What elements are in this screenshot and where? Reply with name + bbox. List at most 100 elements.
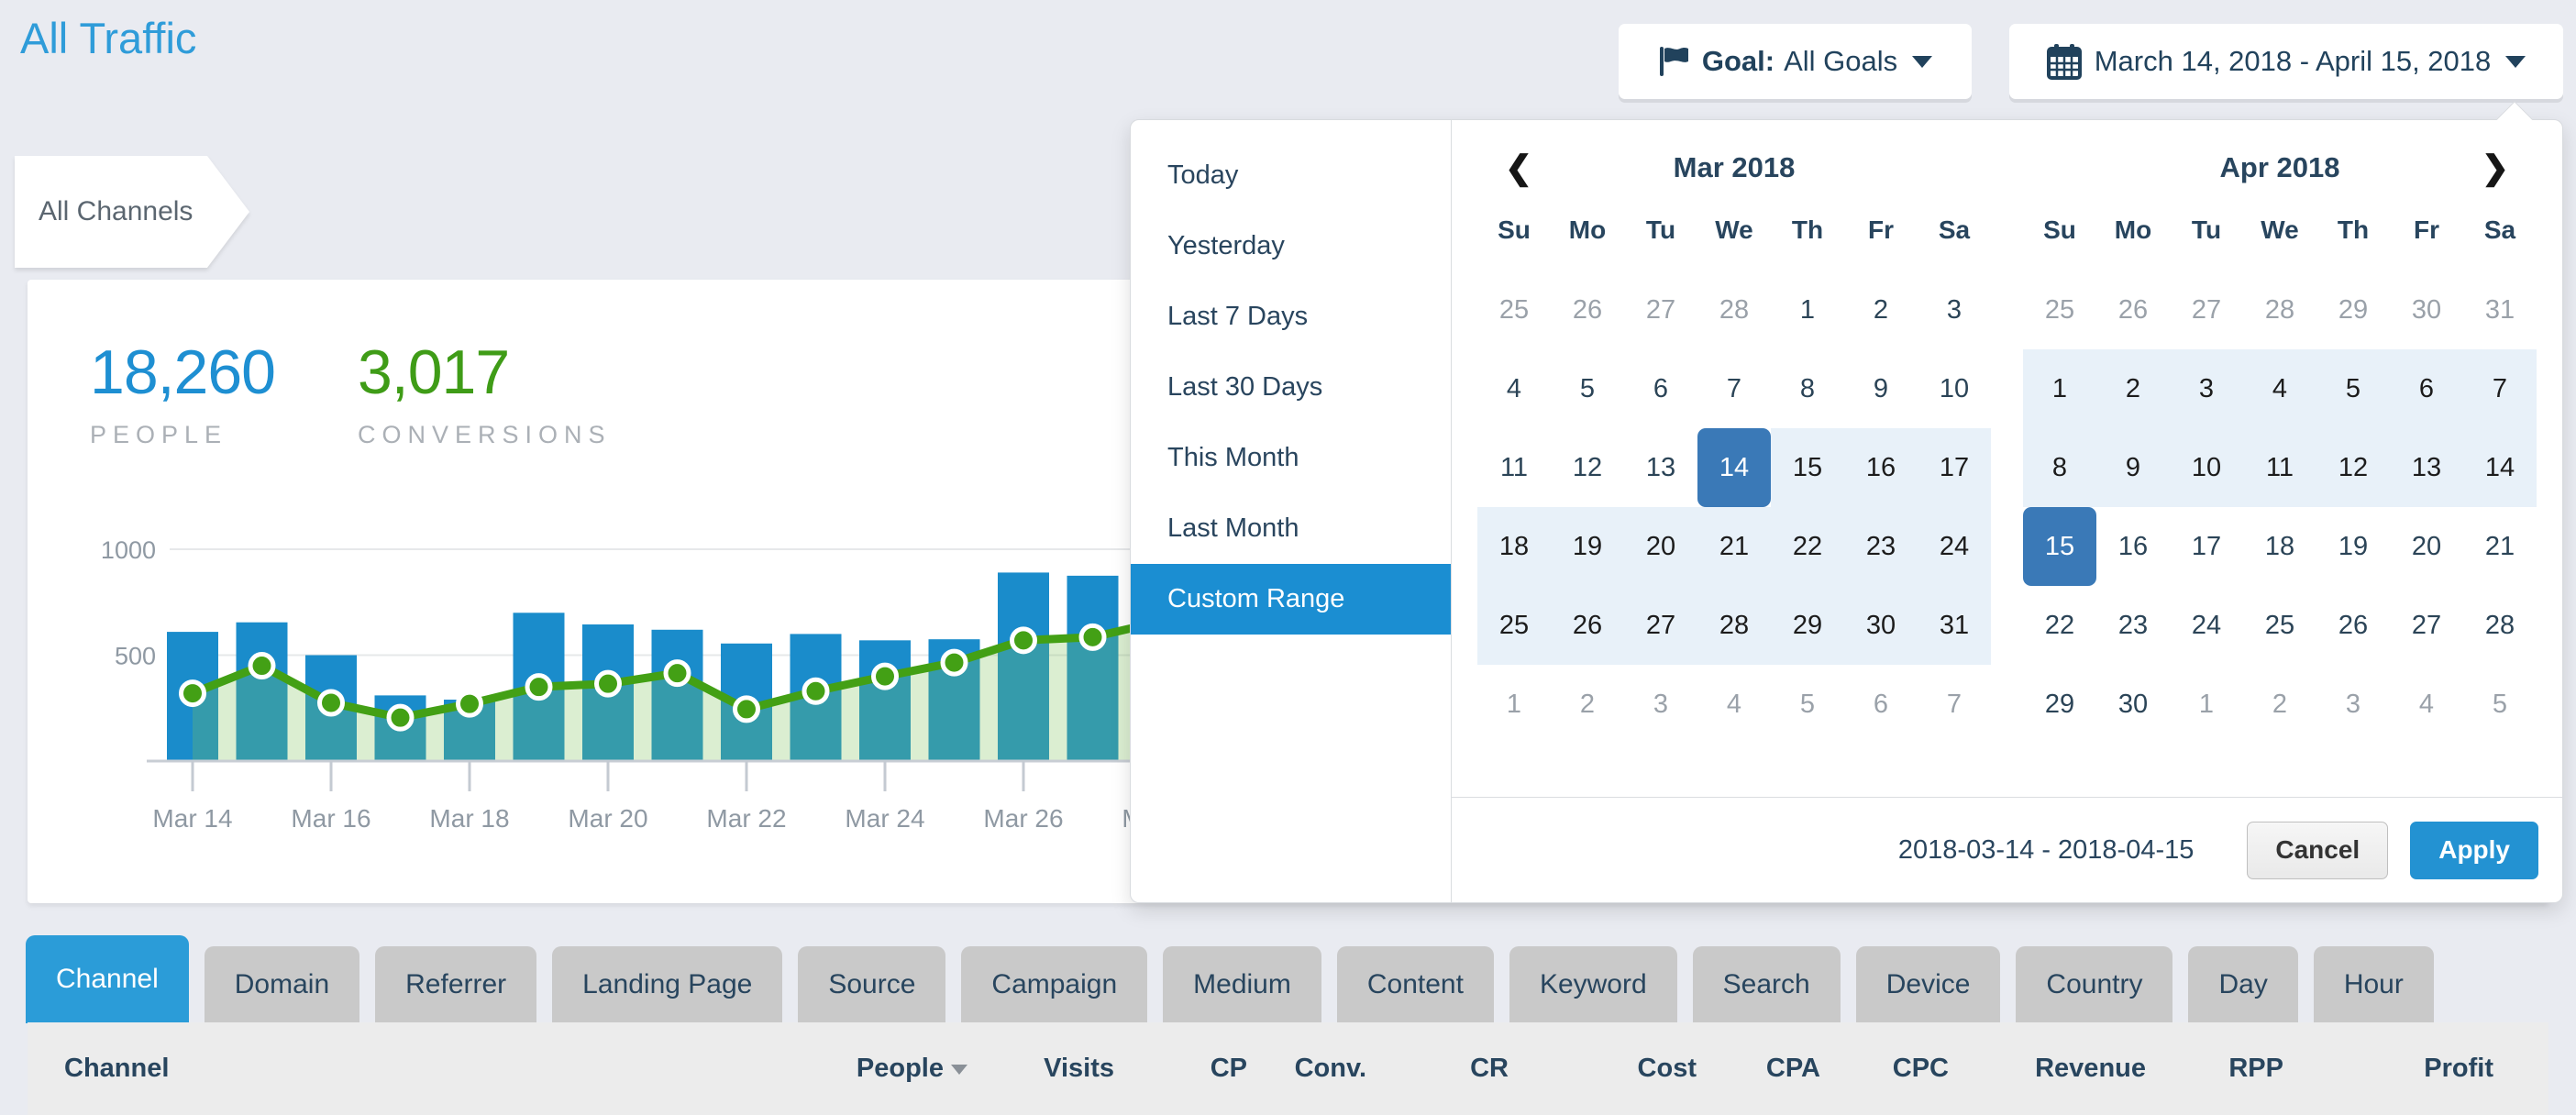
calendar-day[interactable]: 19 (1551, 507, 1624, 586)
calendar-day[interactable]: 25 (2264, 610, 2295, 640)
calendar-day[interactable]: 20 (1624, 507, 1697, 586)
calendar-day[interactable]: 31 (1918, 586, 1991, 665)
calendar-day[interactable]: 17 (1918, 428, 1991, 507)
calendar-day[interactable]: 22 (1771, 507, 1844, 586)
column-header-cr[interactable]: CR (1470, 1054, 1509, 1083)
calendar-day-selected[interactable]: 14 (1697, 428, 1771, 507)
calendar-day[interactable]: 5 (2316, 349, 2390, 428)
calendar-day[interactable]: 27 (1645, 294, 1676, 325)
column-header-cpa[interactable]: CPA (1765, 1054, 1820, 1083)
calendar-day[interactable]: 28 (2484, 610, 2515, 640)
calendar-day[interactable]: 3 (2345, 689, 2361, 719)
calendar-day[interactable]: 28 (2264, 294, 2295, 325)
calendar-day[interactable]: 9 (2096, 428, 2170, 507)
calendar-day[interactable]: 1 (2198, 689, 2215, 719)
calendar-day[interactable]: 24 (2191, 610, 2222, 640)
calendar-day[interactable]: 4 (1726, 689, 1742, 719)
calendar-day[interactable]: 11 (2243, 428, 2316, 507)
cancel-button[interactable]: Cancel (2247, 821, 2389, 879)
calendar-day[interactable]: 8 (1799, 373, 1816, 403)
calendar-day[interactable]: 27 (1624, 586, 1697, 665)
preset-this-month[interactable]: This Month (1167, 443, 1299, 472)
calendar-day[interactable]: 2 (1579, 689, 1596, 719)
tab-hour[interactable]: Hour (2313, 946, 2434, 1023)
calendar-day[interactable]: 11 (1499, 452, 1529, 482)
calendar-day[interactable]: 12 (2316, 428, 2390, 507)
tab-landing-page[interactable]: Landing Page (552, 946, 783, 1023)
calendar-day[interactable]: 26 (2117, 294, 2149, 325)
calendar-day[interactable]: 18 (1477, 507, 1551, 586)
preset-last-7-days[interactable]: Last 7 Days (1167, 302, 1309, 331)
calendar-day[interactable]: 30 (2411, 294, 2442, 325)
column-header-conv[interactable]: Conv. (1294, 1054, 1366, 1083)
calendar-day[interactable]: 6 (1653, 373, 1669, 403)
calendar-day[interactable]: 25 (1498, 294, 1530, 325)
column-header-visits[interactable]: Visits (1044, 1054, 1114, 1083)
calendar-day[interactable]: 5 (1799, 689, 1816, 719)
tab-source[interactable]: Source (798, 946, 946, 1023)
calendar-day[interactable]: 16 (2117, 531, 2149, 561)
calendar-day[interactable]: 7 (2463, 349, 2537, 428)
calendar-day[interactable]: 25 (1477, 586, 1551, 665)
calendar-day[interactable]: 1 (1799, 294, 1816, 325)
calendar-day[interactable]: 2 (2096, 349, 2170, 428)
calendar-day[interactable]: 19 (2338, 531, 2369, 561)
tab-medium[interactable]: Medium (1163, 946, 1321, 1023)
calendar-day[interactable]: 13 (1645, 452, 1676, 482)
calendar-day[interactable]: 5 (1579, 373, 1596, 403)
calendar-day[interactable]: 7 (1726, 373, 1742, 403)
calendar-day[interactable]: 29 (2338, 294, 2369, 325)
tab-referrer[interactable]: Referrer (375, 946, 537, 1023)
calendar-day[interactable]: 4 (2243, 349, 2316, 428)
next-month-icon[interactable]: ❯ (2481, 149, 2509, 186)
calendar-day[interactable]: 8 (2023, 428, 2096, 507)
calendar-day[interactable]: 24 (1918, 507, 1991, 586)
calendar-day[interactable]: 2 (1873, 294, 1889, 325)
calendar-day[interactable]: 10 (1939, 373, 1970, 403)
calendar-day[interactable]: 25 (2044, 294, 2075, 325)
calendar-day[interactable]: 14 (2463, 428, 2537, 507)
calendar-day[interactable]: 26 (1551, 586, 1624, 665)
calendar-day[interactable]: 3 (2170, 349, 2243, 428)
calendar-day[interactable]: 1 (1506, 689, 1522, 719)
tab-channel[interactable]: Channel (26, 935, 189, 1023)
calendar-day[interactable]: 28 (1697, 586, 1771, 665)
calendar-day[interactable]: 15 (1771, 428, 1844, 507)
calendar-day[interactable]: 18 (2264, 531, 2295, 561)
apply-button[interactable]: Apply (2410, 821, 2538, 879)
calendar-day[interactable]: 6 (2390, 349, 2463, 428)
prev-month-icon[interactable]: ❮ (1505, 149, 1533, 186)
calendar-day-selected[interactable]: 15 (2023, 507, 2096, 586)
calendar-day[interactable]: 23 (2117, 610, 2149, 640)
column-header-channel[interactable]: Channel (64, 1054, 170, 1083)
calendar-day[interactable]: 6 (1873, 689, 1889, 719)
date-range-dropdown-button[interactable]: March 14, 2018 - April 15, 2018 (2009, 24, 2563, 99)
calendar-day[interactable]: 26 (1572, 294, 1603, 325)
calendar-day[interactable]: 26 (2338, 610, 2369, 640)
calendar-day[interactable]: 28 (1719, 294, 1750, 325)
column-header-revenue[interactable]: Revenue (2035, 1054, 2146, 1083)
preset-yesterday[interactable]: Yesterday (1167, 231, 1285, 260)
calendar-day[interactable]: 9 (1873, 373, 1889, 403)
calendar-day[interactable]: 20 (2411, 531, 2442, 561)
calendar-day[interactable]: 16 (1844, 428, 1918, 507)
tab-keyword[interactable]: Keyword (1509, 946, 1677, 1023)
tab-search[interactable]: Search (1692, 946, 1841, 1023)
tab-day[interactable]: Day (2188, 946, 2298, 1023)
tab-device[interactable]: Device (1855, 946, 2001, 1023)
calendar-day[interactable]: 10 (2170, 428, 2243, 507)
calendar-day[interactable]: 17 (2191, 531, 2222, 561)
preset-today[interactable]: Today (1167, 160, 1239, 190)
calendar-day[interactable]: 3 (1653, 689, 1669, 719)
calendar-day[interactable]: 27 (2411, 610, 2442, 640)
calendar-day[interactable]: 30 (2117, 689, 2149, 719)
calendar-day[interactable]: 2 (2272, 689, 2288, 719)
calendar-day[interactable]: 21 (1697, 507, 1771, 586)
calendar-day[interactable]: 29 (2044, 689, 2075, 719)
calendar-day[interactable]: 30 (1844, 586, 1918, 665)
tab-campaign[interactable]: Campaign (961, 946, 1148, 1023)
breadcrumb[interactable]: All Channels (15, 156, 249, 268)
tab-content[interactable]: Content (1336, 946, 1494, 1023)
calendar-day[interactable]: 23 (1844, 507, 1918, 586)
preset-custom-range[interactable]: Custom Range (1131, 564, 1451, 635)
